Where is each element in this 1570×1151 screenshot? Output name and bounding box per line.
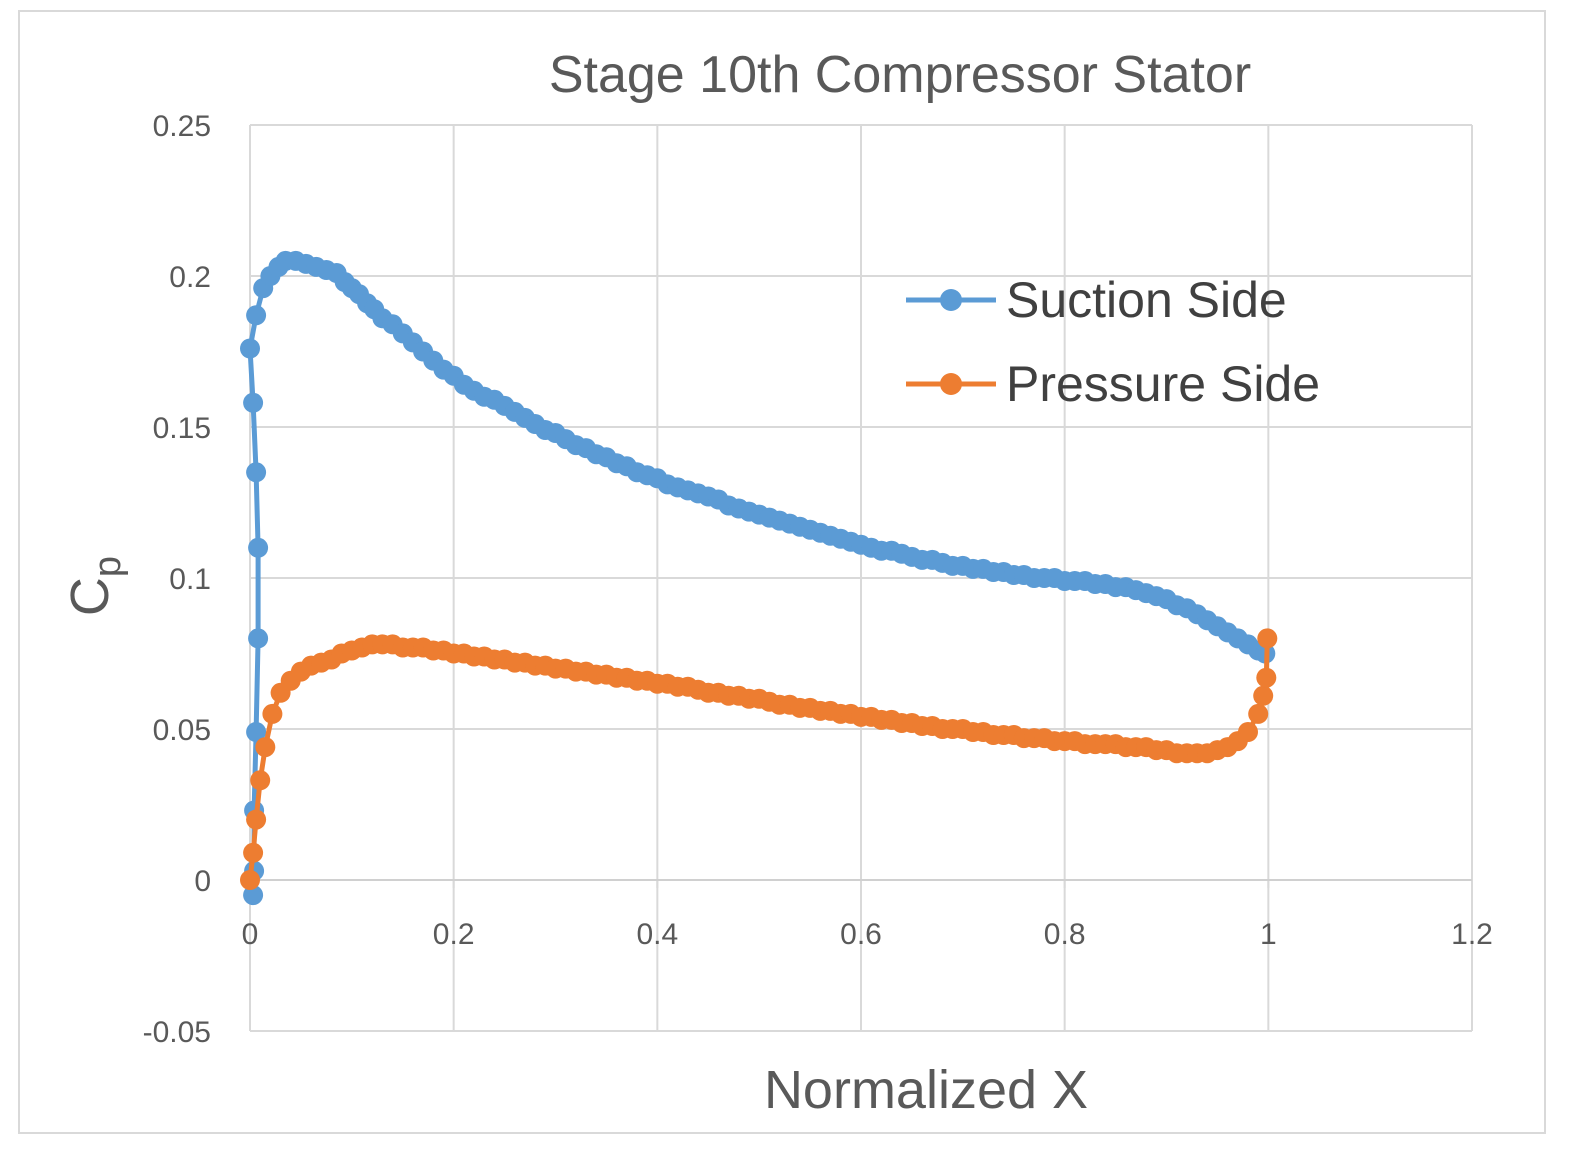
data-point-suction-side	[246, 305, 267, 326]
x-tick-label: 1	[1260, 918, 1277, 951]
data-point-pressure-side	[250, 770, 271, 791]
legend-label-suction: Suction Side	[1006, 272, 1287, 328]
data-point-pressure-side	[1256, 667, 1277, 688]
legend-marker-suction	[940, 289, 962, 311]
data-point-pressure-side	[262, 703, 283, 724]
x-tick-label: 0.4	[636, 918, 678, 951]
y-tick-label: 0.15	[153, 412, 211, 445]
data-point-pressure-side	[1248, 703, 1269, 724]
data-point-pressure-side	[1238, 722, 1258, 742]
legend-marker-pressure	[940, 373, 962, 395]
data-point-suction-side	[243, 885, 264, 906]
data-point-pressure-side	[246, 809, 267, 830]
y-tick-label: -0.05	[143, 1016, 211, 1049]
data-point-pressure-side	[1253, 685, 1274, 706]
data-point-suction-side	[246, 722, 267, 742]
y-tick-label: 0.2	[169, 261, 211, 294]
data-point-pressure-side	[255, 737, 276, 758]
y-tick-label: 0.1	[169, 563, 211, 596]
grid	[249, 124, 1473, 1032]
x-axis-title: Normalized X	[764, 1060, 1088, 1120]
data-point-suction-side	[246, 462, 267, 483]
y-axis-title-sub: p	[87, 556, 129, 577]
x-tick-label: 0	[242, 918, 259, 951]
data-point-pressure-side	[240, 870, 260, 890]
x-tick-label: 0.2	[433, 918, 475, 951]
y-tick-label: 0.25	[153, 110, 211, 143]
data-point-suction-side	[243, 392, 264, 413]
data-point-suction-side	[240, 338, 260, 359]
data-point-pressure-side	[243, 842, 264, 863]
x-tick-label: 0.8	[1044, 918, 1086, 951]
x-tick-label: 0.6	[840, 918, 882, 951]
data-point-suction-side	[248, 628, 269, 649]
y-axis-title: Cp	[60, 556, 129, 616]
data-point-pressure-side	[1257, 628, 1278, 649]
y-tick-label: 0	[194, 865, 211, 898]
tick-labels: -0.05 0 0.05 0.1 0.15 0.2 0.25 0 0.2 0.4 0.6 0.8 1 1.…	[143, 110, 1493, 1049]
series-line-pressure-side	[247, 638, 1270, 881]
series-layer	[240, 250, 1278, 906]
chart-title: Stage 10th Compressor Stator	[549, 46, 1251, 104]
legend-item-suction: Suction Side	[906, 272, 1287, 328]
y-axis-title-main: C	[60, 577, 120, 616]
chart-frame	[18, 10, 1546, 1134]
series-pressure-side	[240, 628, 1278, 890]
series-suction-side	[240, 250, 1276, 906]
data-point-suction-side	[248, 537, 269, 558]
x-tick-label: 1.2	[1451, 918, 1493, 951]
legend-item-pressure: Pressure Side	[906, 356, 1320, 412]
legend-label-pressure: Pressure Side	[1006, 356, 1320, 412]
y-tick-label: 0.05	[153, 714, 211, 747]
legend: Suction Side Pressure Side	[906, 272, 1320, 412]
